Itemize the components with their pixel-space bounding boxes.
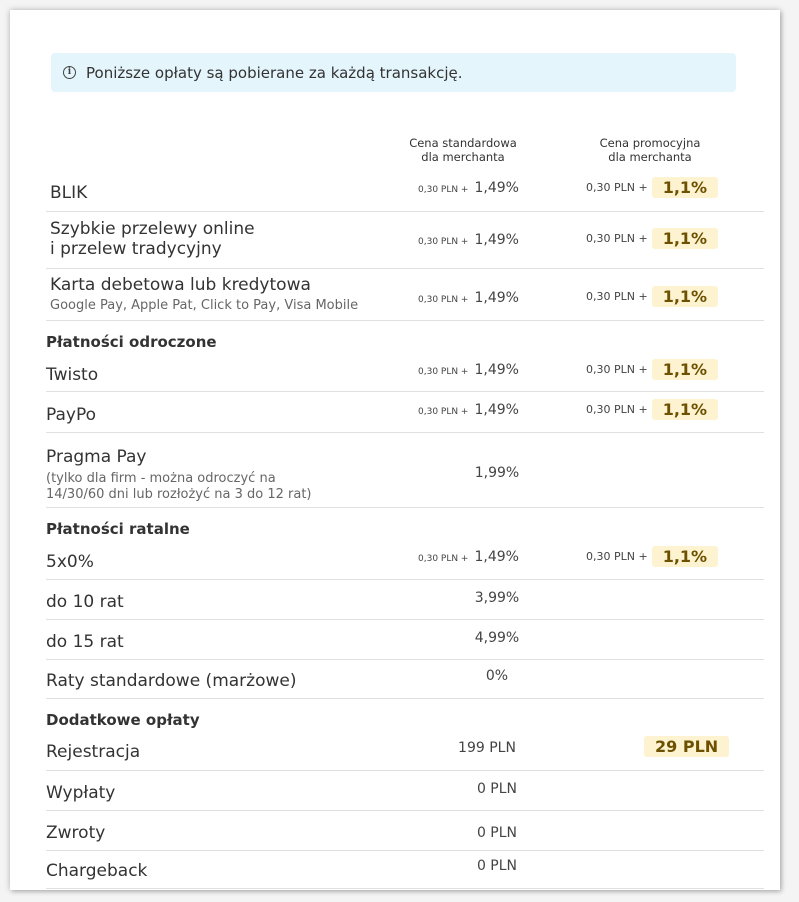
standard-price: 0,30 PLN +1,49% xyxy=(418,402,519,418)
row-label-line2: i przelew tradycyjny xyxy=(50,239,222,259)
standard-price: 0,30 PLN +1,49% xyxy=(418,232,519,248)
promo-price: 0,30 PLN +1,1% xyxy=(586,177,719,198)
table-row: 5x0% 0,30 PLN +1,49% 0,30 PLN +1,1% xyxy=(46,540,764,580)
row-label: Pragma Pay xyxy=(46,447,147,467)
promo-price: 0,30 PLN +1,1% xyxy=(586,228,719,249)
promo-price: 0,30 PLN +1,1% xyxy=(586,546,719,567)
promo-highlight: 1,1% xyxy=(651,286,719,307)
section-title-deferred: Płatności odroczone xyxy=(46,333,217,351)
table-row: Rejestracja 199 PLN 29 PLN xyxy=(46,730,764,771)
standard-price: 0,30 PLN +1,49% xyxy=(418,290,519,306)
pricing-card: i Poniższe opłaty są pobierane za każdą … xyxy=(10,10,780,890)
standard-price: 0,30 PLN +1,49% xyxy=(418,362,519,378)
row-label: Szybkie przelewy online xyxy=(50,219,255,239)
promo-price-header: Cena promocyjna dla merchanta xyxy=(599,136,701,164)
row-sublabel-line2: 14/30/60 dni lub rozłożyć na 3 do 12 rat… xyxy=(46,487,312,502)
row-sublabel: Google Pay, Apple Pat, Click to Pay, Vis… xyxy=(50,298,359,313)
row-label: Raty standardowe (marżowe) xyxy=(46,671,297,691)
table-row: Twisto 0,30 PLN +1,49% 0,30 PLN +1,1% xyxy=(46,352,764,392)
table-row: Wypłaty 0 PLN xyxy=(46,771,764,811)
row-label: Chargeback xyxy=(46,861,148,881)
promo-highlight: 1,1% xyxy=(651,228,719,249)
section-title-extra: Dodatkowe opłaty xyxy=(46,711,200,729)
row-label: PayPo xyxy=(46,405,97,425)
row-sublabel: (tylko dla firm - można odroczyć na xyxy=(46,471,276,486)
standard-price: 0 PLN xyxy=(476,858,518,874)
table-row: Szybkie przelewy online i przelew tradyc… xyxy=(46,212,764,269)
section-title-installments: Płatności ratalne xyxy=(46,520,190,538)
row-label: Wypłaty xyxy=(46,783,116,803)
table-row: BLIK 0,30 PLN +1,49% 0,30 PLN +1,1% xyxy=(46,170,764,212)
promo-highlight: 1,1% xyxy=(651,399,719,420)
table-row: Chargeback 0 PLN xyxy=(46,851,764,889)
row-label: do 10 rat xyxy=(46,592,124,612)
table-row: Karta debetowa lub kredytowa Google Pay,… xyxy=(46,269,764,321)
row-label: 5x0% xyxy=(46,552,94,572)
promo-price: 0,30 PLN +1,1% xyxy=(586,359,719,380)
standard-price: 3,99% xyxy=(474,590,520,606)
row-label: BLIK xyxy=(50,183,88,203)
standard-price: 0 PLN xyxy=(476,825,518,841)
row-label: Zwroty xyxy=(46,823,106,843)
table-row: do 10 rat 3,99% xyxy=(46,580,764,620)
row-label: Karta debetowa lub kredytowa xyxy=(50,275,311,295)
table-row: Pragma Pay (tylko dla firm - można odroc… xyxy=(46,433,764,508)
row-label: Rejestracja xyxy=(46,742,141,762)
promo-price: 0,30 PLN +1,1% xyxy=(586,399,719,420)
promo-price: 29 PLN xyxy=(644,736,730,757)
standard-price: 0% xyxy=(485,668,509,684)
fee-notice-text: Poniższe opłaty są pobierane za każdą tr… xyxy=(86,63,463,82)
standard-price-header: Cena standardowa dla merchanta xyxy=(409,136,517,164)
promo-highlight: 1,1% xyxy=(651,359,719,380)
row-label: Twisto xyxy=(46,365,99,385)
standard-price: 199 PLN xyxy=(458,740,516,756)
standard-price: 0,30 PLN +1,49% xyxy=(418,549,519,565)
row-label: do 15 rat xyxy=(46,632,124,652)
standard-price: 0,30 PLN +1,49% xyxy=(418,180,519,196)
promo-highlight: 1,1% xyxy=(651,177,719,198)
promo-price: 0,30 PLN +1,1% xyxy=(586,286,719,307)
promo-highlight: 29 PLN xyxy=(644,736,730,757)
table-row: Zwroty 0 PLN xyxy=(46,811,764,851)
table-row: do 15 rat 4,99% xyxy=(46,620,764,660)
standard-price: 4,99% xyxy=(474,630,520,646)
standard-price: 0 PLN xyxy=(476,781,518,797)
table-row: Raty standardowe (marżowe) 0% xyxy=(46,660,764,699)
fee-notice: i Poniższe opłaty są pobierane za każdą … xyxy=(51,53,736,92)
table-row: PayPo 0,30 PLN +1,49% 0,30 PLN +1,1% xyxy=(46,392,764,433)
standard-price: 1,99% xyxy=(474,465,520,481)
info-icon: i xyxy=(63,66,76,79)
promo-highlight: 1,1% xyxy=(651,546,719,567)
